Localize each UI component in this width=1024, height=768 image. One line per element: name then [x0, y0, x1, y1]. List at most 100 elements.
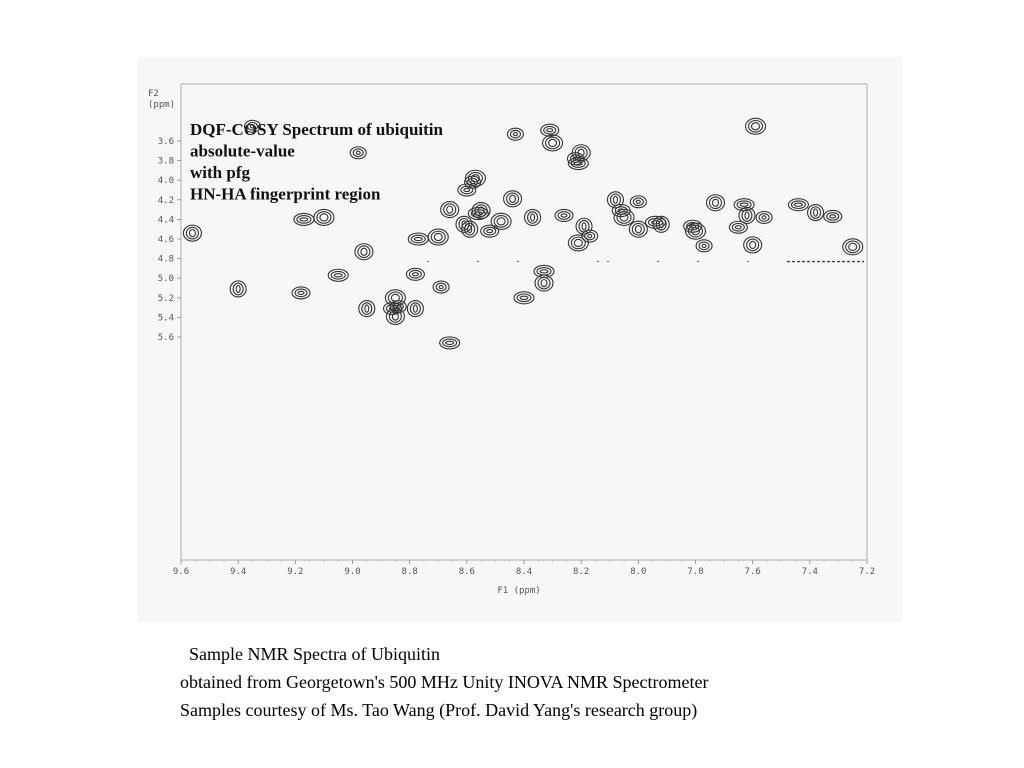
chart-title-line: absolute-value — [190, 142, 295, 161]
peak-contour — [354, 243, 374, 261]
peak-contour — [695, 239, 713, 253]
x-tick-label: 7.4 — [802, 567, 818, 577]
peak-contour — [687, 224, 704, 238]
y-axis-label: F2 — [148, 89, 159, 99]
peak-contour — [352, 148, 364, 158]
peak-contour — [848, 242, 858, 251]
peak-contour — [829, 214, 837, 219]
peak-contour — [493, 215, 509, 228]
x-tick-label: 8.8 — [402, 567, 418, 577]
figure-caption: Sample NMR Spectra of Ubiquitin obtained… — [180, 640, 709, 724]
peak-contour — [185, 226, 199, 240]
peak-contour — [427, 228, 449, 246]
peak-contour — [619, 213, 629, 222]
peak-contour — [391, 312, 399, 321]
cross-peak — [540, 123, 560, 137]
chart-title-line: DQF-COSY Spectrum of ubiquitin — [190, 120, 444, 139]
peak-contour — [755, 210, 773, 224]
peak-contour — [527, 211, 539, 224]
peak-contour — [632, 197, 644, 207]
cross-peak — [581, 229, 599, 243]
peak-contour — [294, 288, 308, 298]
peak-contour — [698, 241, 710, 251]
peak-contour — [432, 280, 450, 294]
cross-peak — [629, 195, 647, 209]
peak-contour — [464, 222, 476, 236]
peak-contour — [758, 213, 770, 222]
x-tick-label: 7.2 — [859, 567, 875, 577]
y-tick-label: 4.0 — [158, 176, 174, 186]
peak-contour — [486, 229, 494, 234]
peak-contour — [509, 129, 521, 139]
cross-peak — [291, 286, 311, 300]
peak-contour — [430, 230, 446, 244]
peak-contour — [570, 159, 586, 168]
y-tick-label: 5.2 — [158, 294, 174, 304]
cross-peak — [744, 117, 767, 135]
cross-peak — [182, 224, 202, 242]
peak-contour — [711, 198, 720, 207]
y-tick-label: 4.2 — [158, 196, 174, 206]
cross-peak — [533, 264, 555, 278]
peak-contour — [545, 136, 561, 150]
peak-contour — [731, 222, 745, 232]
peak-contour — [560, 213, 568, 218]
peak-contour — [573, 161, 583, 166]
peak-contour — [461, 220, 467, 229]
chart-title-line: HN-HA fingerprint region — [190, 185, 381, 204]
cross-peak — [427, 228, 449, 246]
cross-peak — [405, 267, 425, 281]
peak-contour — [652, 215, 670, 233]
peak-contour — [548, 138, 558, 148]
peak-contour — [405, 267, 425, 281]
peak-contour — [243, 119, 262, 133]
peak-contour — [467, 225, 473, 234]
cross-peak — [406, 300, 424, 318]
peak-contour — [512, 131, 518, 137]
cross-peak — [575, 217, 593, 235]
cross-peak — [683, 219, 703, 233]
peak-contour — [299, 217, 309, 222]
peak-contour — [291, 286, 311, 300]
peak-contour — [319, 213, 329, 222]
peak-contour — [761, 215, 767, 220]
cross-peak — [684, 222, 707, 240]
peak-contour — [385, 307, 405, 325]
peak-contour — [466, 177, 479, 187]
peak-contour — [457, 183, 477, 197]
cross-peak — [628, 220, 648, 238]
peak-contour — [438, 284, 444, 290]
x-tick-label: 8.6 — [459, 567, 475, 577]
peak-contour — [540, 278, 548, 288]
cross-peak — [389, 300, 407, 314]
peak-contour — [442, 338, 458, 348]
peak-contour — [746, 238, 760, 252]
cross-peak — [440, 201, 460, 219]
peak-contour — [477, 206, 485, 215]
peak-contour — [540, 123, 560, 137]
peak-contour — [812, 208, 819, 217]
peak-contour — [506, 127, 524, 141]
cross-peak — [354, 243, 374, 261]
peak-contour — [554, 208, 574, 223]
cross-peak — [243, 119, 262, 133]
peak-contour — [506, 192, 520, 206]
peak-contour — [575, 217, 593, 235]
y-tick-label: 4.8 — [158, 255, 174, 265]
peak-contour — [235, 284, 241, 294]
peak-contour — [349, 146, 367, 160]
peak-contour — [327, 268, 349, 282]
cross-peak — [571, 144, 591, 162]
cross-peak — [738, 206, 756, 225]
caption-line: obtained from Georgetown's 500 MHz Unity… — [180, 672, 709, 692]
x-tick-label: 7.8 — [687, 567, 703, 577]
peak-contour — [246, 121, 259, 131]
peak-contour — [793, 202, 803, 207]
spectrum-figure: DQF-COSY Spectrum of ubiquitin absolute-v… — [137, 57, 902, 622]
peak-contour — [750, 122, 761, 131]
peak-contour — [392, 302, 404, 311]
peak-contour — [749, 240, 757, 250]
peak-contour — [410, 234, 426, 244]
peak-contour — [188, 228, 196, 238]
peak-contour — [581, 222, 587, 231]
